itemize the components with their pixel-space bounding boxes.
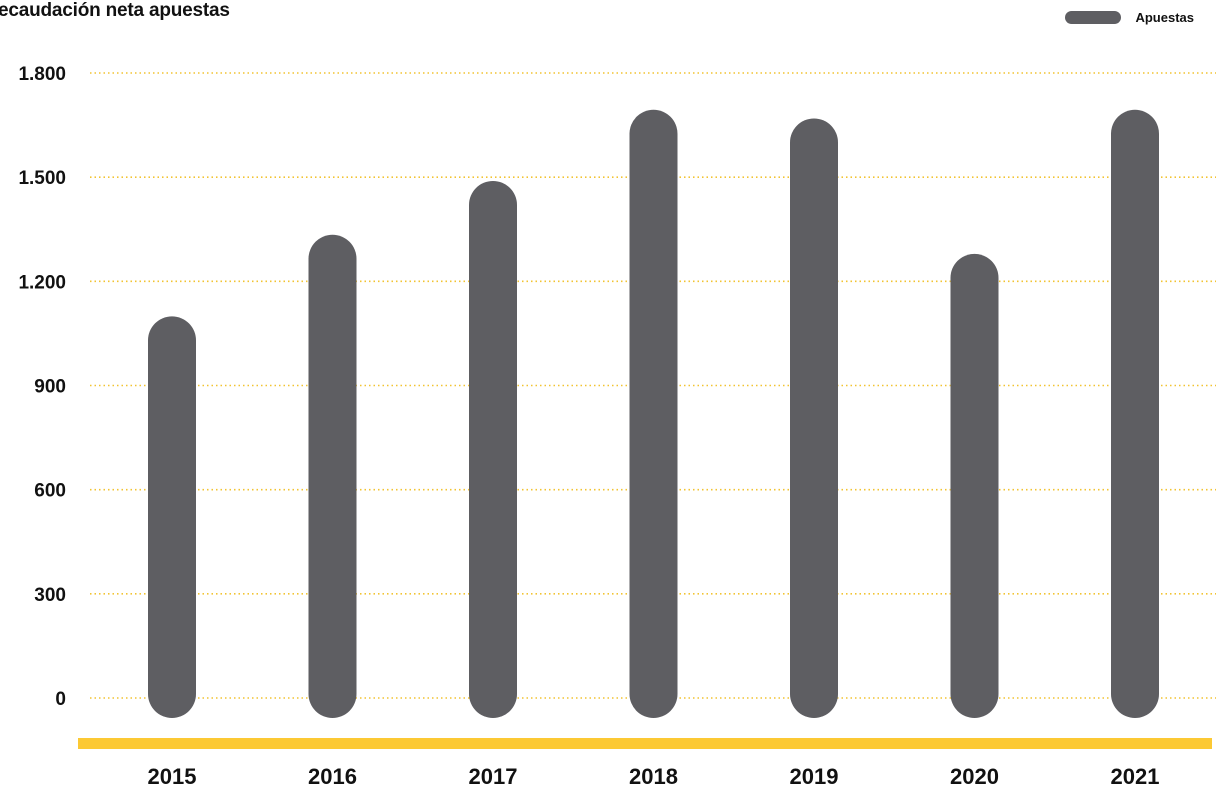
x-tick-label: 2019 [790,764,839,789]
x-tick-label: 2016 [308,764,357,789]
bar-2020 [950,253,999,718]
y-tick-label: 0 [55,689,66,710]
y-tick-label: 600 [34,481,66,502]
x-tick-label: 2021 [1111,764,1160,789]
x-tick-label: 2015 [148,764,197,789]
bar-2018 [629,109,678,718]
bar-2017 [469,180,517,718]
x-axis-ticks: 2015 2016 2017 2018 2019 2020 2021 [148,764,1160,789]
y-axis-ticks: 0 300 600 900 1.200 1.500 1.800 [18,64,66,710]
x-axis-baseline [78,738,1212,749]
bar-2015 [148,316,196,718]
legend: Apuestas [1065,10,1194,25]
x-tick-label: 2018 [629,764,678,789]
y-tick-label: 300 [34,585,66,606]
legend-label: Apuestas [1135,10,1194,25]
x-tick-label: 2020 [950,764,999,789]
chart-title: ecaudación neta apuestas [0,0,230,21]
bar-2021 [1111,109,1159,718]
bar-2019 [790,118,838,718]
bar-2016 [308,234,357,718]
x-tick-label: 2017 [469,764,518,789]
y-tick-label: 1.800 [18,64,66,85]
y-tick-label: 1.200 [18,272,66,293]
legend-swatch [1065,11,1122,24]
bars [148,109,1159,718]
y-tick-label: 900 [34,377,66,398]
y-tick-label: 1.500 [18,168,66,189]
